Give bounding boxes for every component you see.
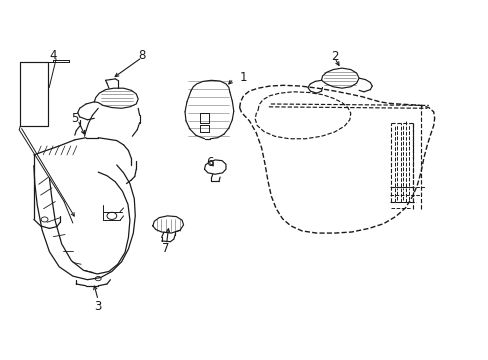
Text: 3: 3 [94, 300, 102, 313]
Text: 2: 2 [330, 50, 338, 63]
Text: 4: 4 [49, 49, 57, 62]
Text: 1: 1 [239, 71, 247, 84]
Text: 6: 6 [205, 156, 213, 169]
Text: 8: 8 [138, 49, 145, 62]
Text: 5: 5 [71, 112, 79, 125]
Text: 7: 7 [162, 242, 169, 255]
